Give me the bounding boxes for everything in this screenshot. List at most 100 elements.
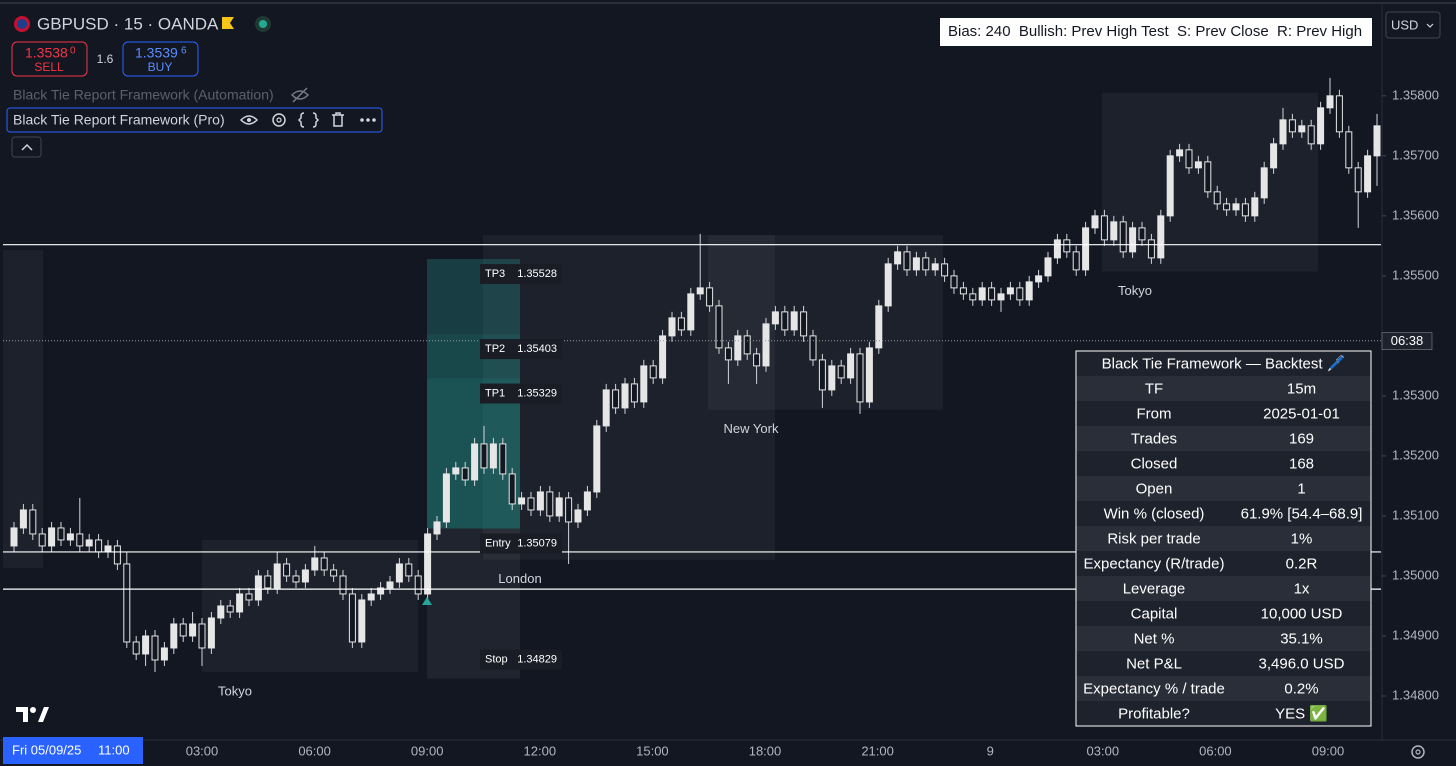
countdown: 06:38 bbox=[1391, 333, 1424, 348]
candle-body bbox=[630, 383, 638, 403]
candle-body bbox=[499, 443, 507, 475]
buy-pip: 6 bbox=[181, 46, 187, 57]
candle-body bbox=[226, 605, 234, 613]
candle-body bbox=[753, 353, 761, 367]
x-tick-label: 03:00 bbox=[186, 743, 219, 758]
settings-gear[interactable] bbox=[1411, 745, 1425, 759]
candle-body bbox=[480, 443, 488, 469]
candle-body bbox=[311, 557, 319, 571]
candle-body bbox=[1298, 125, 1306, 133]
table-label: TF bbox=[1145, 380, 1163, 397]
candle-body bbox=[1025, 281, 1033, 301]
currency-box[interactable] bbox=[1385, 11, 1441, 39]
delete-icon[interactable] bbox=[332, 112, 344, 127]
table-value: 1x bbox=[1294, 580, 1310, 597]
candle-body bbox=[706, 287, 714, 307]
candle-body bbox=[1072, 251, 1080, 271]
table-label: Net P&L bbox=[1126, 655, 1182, 672]
indicator-automation[interactable]: Black Tie Report Framework (Automation) bbox=[13, 87, 274, 103]
candle-body bbox=[941, 263, 949, 277]
candle-body bbox=[245, 593, 253, 601]
y-tick-label: 1.35100 bbox=[1392, 507, 1439, 522]
candle-body bbox=[668, 317, 676, 337]
candle-body bbox=[123, 563, 131, 643]
candle-body bbox=[640, 365, 648, 403]
candle-body bbox=[358, 599, 366, 643]
table-value: 0.2% bbox=[1284, 680, 1318, 697]
candle-body bbox=[1270, 143, 1278, 169]
trade-tag-box bbox=[480, 383, 562, 404]
candle-body bbox=[217, 605, 225, 619]
y-tick-label: 1.35700 bbox=[1392, 147, 1439, 162]
x-tick-label: 18:00 bbox=[749, 743, 782, 758]
candle-body bbox=[1194, 161, 1202, 169]
candle-body bbox=[1035, 275, 1043, 283]
candle-body bbox=[1063, 239, 1071, 253]
gear-outer[interactable] bbox=[1411, 745, 1425, 759]
candle-body bbox=[677, 317, 685, 331]
more-dot[interactable] bbox=[366, 118, 370, 122]
candle-body bbox=[1100, 215, 1108, 241]
candle-body bbox=[170, 623, 178, 649]
candle-body bbox=[1364, 155, 1372, 193]
collapse-button[interactable] bbox=[11, 136, 42, 158]
source-icon[interactable] bbox=[297, 112, 320, 128]
table-value: 168 bbox=[1289, 455, 1314, 472]
candle-body bbox=[1345, 131, 1353, 169]
indicator-pro[interactable]: Black Tie Report Framework (Pro) bbox=[6, 107, 383, 133]
candle-body bbox=[442, 473, 450, 523]
candle-body bbox=[1044, 257, 1052, 277]
x-tick-label: 9 bbox=[987, 743, 994, 758]
x-tick-label: 09:00 bbox=[1312, 743, 1345, 758]
table-row bbox=[1076, 526, 1371, 551]
table-label: Win % (closed) bbox=[1104, 505, 1205, 522]
candle-body bbox=[912, 257, 920, 271]
session-box bbox=[202, 539, 418, 672]
candle-body bbox=[264, 575, 272, 589]
candle-body bbox=[1260, 167, 1268, 199]
table-value: 10,000 USD bbox=[1261, 605, 1343, 622]
crosshair-time-box bbox=[3, 737, 143, 764]
buy-price: 1.3539 bbox=[135, 45, 178, 61]
table-row bbox=[1076, 426, 1371, 451]
hidden-eye-icon[interactable] bbox=[290, 87, 310, 103]
settings-icon[interactable] bbox=[272, 113, 286, 127]
currency: USD bbox=[1391, 17, 1418, 32]
table-row bbox=[1076, 576, 1371, 601]
candle-body bbox=[1335, 95, 1343, 133]
currency-selector[interactable]: USD bbox=[1385, 11, 1441, 39]
candle-body bbox=[254, 575, 262, 601]
more-dot[interactable] bbox=[372, 118, 376, 122]
y-tick-label: 1.35300 bbox=[1392, 387, 1439, 402]
candle-body bbox=[57, 527, 65, 541]
candle-body bbox=[1241, 203, 1249, 217]
candle-body bbox=[395, 563, 403, 583]
trade-tag-box bbox=[480, 533, 562, 554]
settings-center bbox=[276, 117, 282, 123]
eye-slash bbox=[292, 87, 308, 103]
candle-body bbox=[565, 497, 573, 523]
indicator-pro-box[interactable] bbox=[6, 107, 383, 133]
buy-label: BUY bbox=[148, 60, 173, 74]
table-label: Profitable? bbox=[1118, 705, 1190, 722]
candle-body bbox=[508, 473, 516, 505]
collapse-chevron bbox=[21, 143, 33, 151]
collapse-box[interactable] bbox=[11, 136, 42, 158]
sell-button[interactable]: 1.3538 0 SELL bbox=[11, 41, 88, 77]
candle-body bbox=[85, 539, 93, 547]
buy-button[interactable]: 1.3539 6 BUY bbox=[122, 41, 199, 77]
trade-tag-name: TP3 bbox=[485, 268, 505, 280]
candle-body bbox=[583, 491, 591, 511]
more-dot[interactable] bbox=[360, 118, 364, 122]
candle-body bbox=[320, 557, 328, 571]
eye-icon[interactable] bbox=[239, 115, 259, 125]
candle-body bbox=[48, 527, 56, 547]
table-value: 0.2R bbox=[1286, 555, 1318, 572]
table-label: Net % bbox=[1134, 630, 1175, 647]
table-row bbox=[1076, 701, 1371, 726]
buy-box[interactable] bbox=[122, 41, 199, 77]
trade-tag-box bbox=[480, 339, 562, 360]
trade-tag-price: 1.35403 bbox=[517, 343, 557, 355]
candle-body bbox=[1119, 221, 1127, 253]
sell-box[interactable] bbox=[11, 41, 88, 77]
